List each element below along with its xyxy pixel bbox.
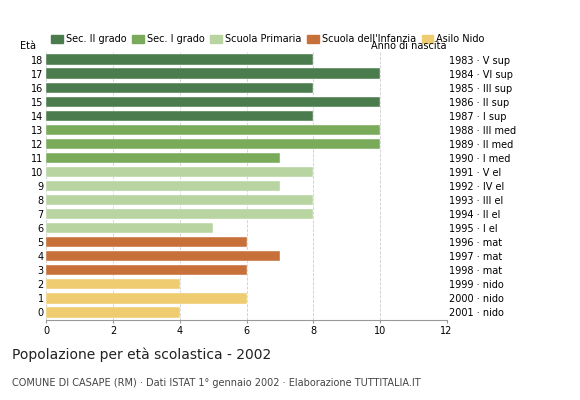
Bar [46, 209, 313, 219]
Bar [46, 237, 246, 247]
Bar [46, 265, 246, 276]
Bar [46, 307, 180, 318]
Bar [46, 96, 380, 107]
Legend: Sec. II grado, Sec. I grado, Scuola Primaria, Scuola dell'Infanzia, Asilo Nido: Sec. II grado, Sec. I grado, Scuola Prim… [51, 34, 485, 44]
Bar [46, 68, 380, 79]
Text: COMUNE DI CASAPE (RM) · Dati ISTAT 1° gennaio 2002 · Elaborazione TUTTITALIA.IT: COMUNE DI CASAPE (RM) · Dati ISTAT 1° ge… [12, 378, 420, 388]
Bar [46, 279, 180, 290]
Bar [46, 181, 280, 191]
Bar [46, 153, 280, 163]
Bar [46, 195, 313, 205]
Bar [46, 139, 380, 149]
Bar [46, 223, 213, 233]
Text: Età: Età [20, 41, 37, 51]
Bar [46, 251, 280, 262]
Bar [46, 110, 313, 121]
Bar [46, 293, 246, 304]
Text: Anno di nascita: Anno di nascita [371, 41, 447, 51]
Bar [46, 82, 313, 93]
Text: Popolazione per età scolastica - 2002: Popolazione per età scolastica - 2002 [12, 348, 271, 362]
Bar [46, 54, 313, 65]
Bar [46, 125, 380, 135]
Bar [46, 167, 313, 177]
